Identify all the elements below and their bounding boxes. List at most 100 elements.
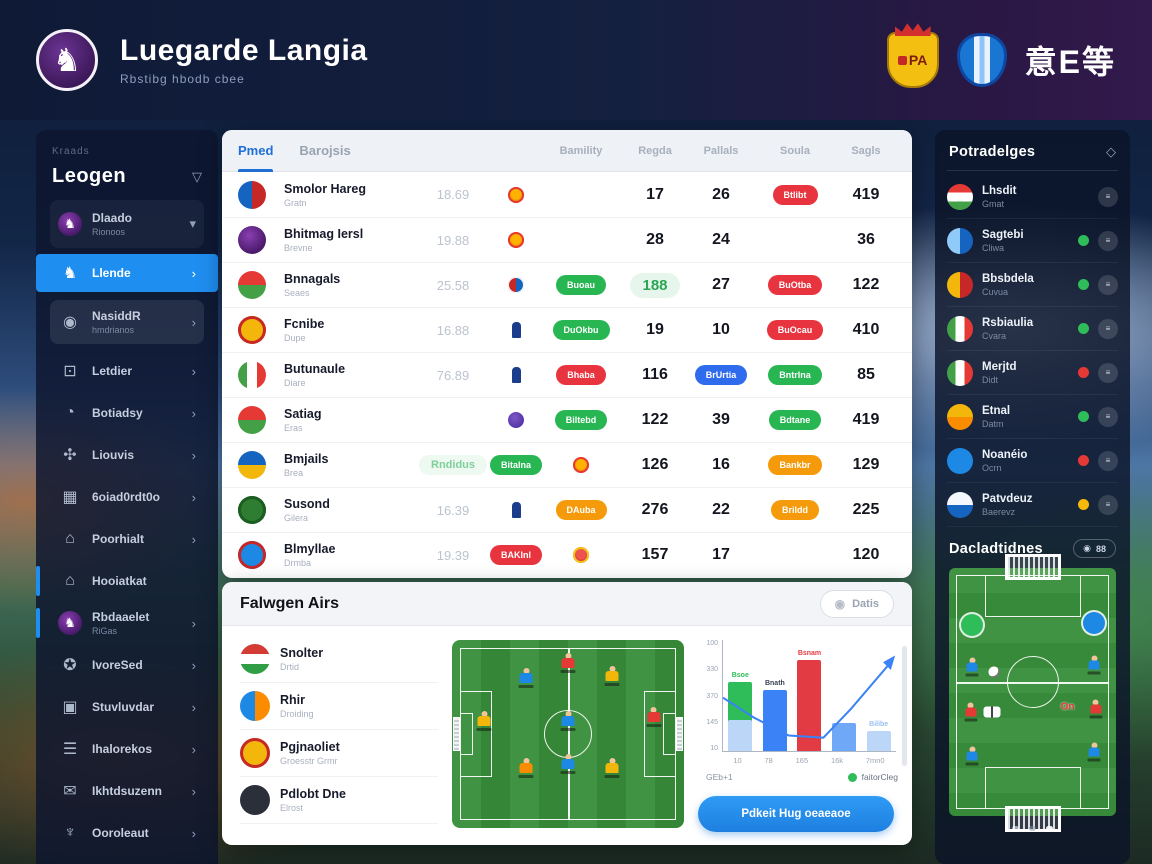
table-body: Smolor Hareg Gratn 18.69 17 26 Btlibt 419 Bhitm… <box>222 172 912 577</box>
column-header[interactable]: Soula <box>780 145 810 157</box>
table-row[interactable]: Bnnagals Seaes 25.58 Buoau 188 27 BuOtba 122 <box>222 262 912 307</box>
sidebar-item-label: NasiddR <box>92 309 141 323</box>
table-row[interactable]: Bmjails Brea Rndidus Bitalna 126 16 Bankbr 129 <box>222 442 912 487</box>
table-row[interactable]: Blmyllae Drmba 19.39 BAKInl 157 17 120 <box>222 532 912 577</box>
pagination-dot[interactable] <box>1029 826 1036 831</box>
player-flag <box>240 738 270 768</box>
standings-row[interactable]: Etnal Datm ≡ <box>947 395 1118 439</box>
sidebar-item[interactable]: ✣ Liouvis › <box>50 436 204 474</box>
sidebar-item[interactable]: ⌂ Poorhialt › <box>50 520 204 558</box>
column-header[interactable]: Regda <box>638 145 672 157</box>
column-header[interactable]: Bamility <box>559 145 603 157</box>
bar-slot: Bilibe <box>866 640 891 751</box>
sidebar-item[interactable]: ⊡ Letdier › <box>50 352 204 390</box>
standings-heading: Potradelges <box>949 144 1036 160</box>
standings-row[interactable]: Sagtebi Cliwa ≡ <box>947 219 1118 263</box>
row-sublabel: Brevne <box>284 243 313 253</box>
table-row[interactable]: Susond Gilera 16.39 DAuba 276 22 Brildd 225 <box>222 487 912 532</box>
sidebar-item[interactable]: ✪ IvoreSed › <box>50 646 204 684</box>
team-badge <box>961 614 984 637</box>
player-figure <box>604 665 620 686</box>
mini-badge-cell <box>492 322 540 338</box>
club-badge <box>238 451 266 479</box>
sidebar-item[interactable]: ▦ 6oiad0rdt0o › <box>50 478 204 516</box>
primary-action-button[interactable]: Pdkeit Hug oeaeaoe <box>698 796 894 832</box>
table-row[interactable]: Smolor Hareg Gratn 18.69 17 26 Btlibt 419 <box>222 172 912 217</box>
team-name: Rsbiaulia <box>982 316 1034 329</box>
status-pill-cell: Bitalna <box>490 455 543 475</box>
sidebar-item[interactable]: ♆ Ooroleaut › <box>50 814 204 852</box>
standings-row[interactable]: Merjtd Didt ≡ <box>947 351 1118 395</box>
status-dot <box>1078 499 1089 510</box>
more-button[interactable]: ≡ <box>1098 406 1118 427</box>
scrollbar[interactable] <box>902 646 907 766</box>
bar-label: Bsoe <box>731 672 749 680</box>
sidebar-item[interactable]: ▣ Stuvluvdar › <box>50 688 204 726</box>
standings-row[interactable]: Patvdeuz Baerevz ≡ <box>947 483 1118 527</box>
bar-label: Bnath <box>764 679 785 687</box>
stat-value: 19.88 <box>436 232 470 248</box>
penalty-box-bottom <box>984 767 1081 809</box>
more-button[interactable]: ≡ <box>1098 450 1118 471</box>
sidebar-item[interactable]: ◉ NasiddR hmdrianos › <box>50 300 204 344</box>
column-header[interactable]: Sagls <box>851 145 881 157</box>
chevron-icon: › <box>191 783 196 799</box>
details-button[interactable]: ◉ Datis <box>819 589 894 618</box>
tactics-badge-button[interactable]: ◉ 88 <box>1073 539 1116 558</box>
player-name: Pdlobt Dne <box>280 787 346 801</box>
column-header[interactable]: Pallals <box>703 145 739 157</box>
sidebar-item[interactable]: ☰ Ihalorekos › <box>50 730 204 768</box>
player-list-item[interactable]: Snolter Drtid <box>240 636 438 683</box>
legend-right-label: faitorCleg <box>861 772 898 782</box>
team-name: Merjtd <box>982 360 1017 373</box>
league-selector[interactable]: Leogen ▽ <box>52 165 202 188</box>
status-pill-cell: Buoau <box>540 275 622 295</box>
standings-row[interactable]: Noanéio Ocrn ≡ <box>947 439 1118 483</box>
stat-number: 27 <box>712 276 730 293</box>
player-figure <box>965 657 979 677</box>
stat-number: 120 <box>852 546 880 563</box>
status-pill: Bankbr <box>768 455 822 475</box>
pitch-right-items: On <box>949 568 1116 816</box>
table-row[interactable]: Fcnibe Dupe 16.88 DuOkbu 19 10 BuOcau 410 <box>222 307 912 352</box>
team-flag <box>947 359 973 386</box>
stats-chart: 100 330 370 145 10 Bsoe Bnath Bsnam Bilibe 10 78… <box>698 636 904 788</box>
sidebar-item[interactable]: ♞ Dlaado Rionoos ▾ <box>50 200 204 248</box>
sidebar-item[interactable]: ✉ Ikhtdsuzenn › <box>50 772 204 810</box>
badge-red-icon <box>573 547 589 563</box>
table-row[interactable]: Bhitmag Iersl Brevne 19.88 28 24 36 <box>222 217 912 262</box>
tab[interactable]: Barojsis <box>299 130 350 172</box>
player-list-item[interactable]: Pgjnaoliet Groesstr Grmr <box>240 730 438 777</box>
table-tabs-bar: Pmed Barojsis Bamility Regda Pallals Soula S… <box>222 130 912 172</box>
standings-row[interactable]: Bbsbdela Cuvua ≡ <box>947 263 1118 307</box>
crown-icon <box>894 23 931 36</box>
table-row[interactable]: Satiag Eras Biltebd 122 39 Bdtane 419 <box>222 397 912 442</box>
team-name: Lhsdit <box>982 184 1017 197</box>
stat-number: 419 <box>852 411 880 428</box>
sidebar-item[interactable]: ♞ Llende › <box>36 254 218 292</box>
player-figure <box>964 702 978 722</box>
player-flag <box>240 785 270 815</box>
player-name: Pgjnaoliet <box>280 740 340 754</box>
player-list-item[interactable]: Pdlobt Dne Elrost <box>240 777 438 824</box>
shield-outline-icon[interactable]: ◇ <box>1106 144 1116 159</box>
more-button[interactable]: ≡ <box>1098 274 1118 295</box>
standings-row[interactable]: Lhsdit Gmat ≡ <box>947 175 1118 219</box>
more-button[interactable]: ≡ <box>1098 186 1118 207</box>
sidebar-item[interactable]: ♞ Rbdaaelet RiGas › <box>36 604 204 642</box>
more-button[interactable]: ≡ <box>1098 230 1118 251</box>
table-row[interactable]: Butunaule Diare 76.89 Bhaba 116 BrUrtia Bntrln… <box>222 352 912 397</box>
table-column-headers: Bamility Regda Pallals Soula Sagls <box>540 130 896 172</box>
team-flag <box>947 447 973 474</box>
tab[interactable]: Pmed <box>238 130 274 172</box>
more-button[interactable]: ≡ <box>1098 362 1118 383</box>
player-list-item[interactable]: Rhir Droiding <box>240 683 438 730</box>
standings-row[interactable]: Rsbiaulia Cvara ≡ <box>947 307 1118 351</box>
y-tick-label: 145 <box>706 718 718 726</box>
more-button[interactable]: ≡ <box>1098 494 1118 515</box>
sidebar-item-label: Botiadsy <box>92 406 143 420</box>
stat-number: 419 <box>852 185 880 203</box>
sidebar-item[interactable]: ⌂ Hooiatkat <box>36 562 204 600</box>
more-button[interactable]: ≡ <box>1098 318 1118 339</box>
sidebar-item[interactable]: ◔ Botiadsy › <box>50 394 204 432</box>
